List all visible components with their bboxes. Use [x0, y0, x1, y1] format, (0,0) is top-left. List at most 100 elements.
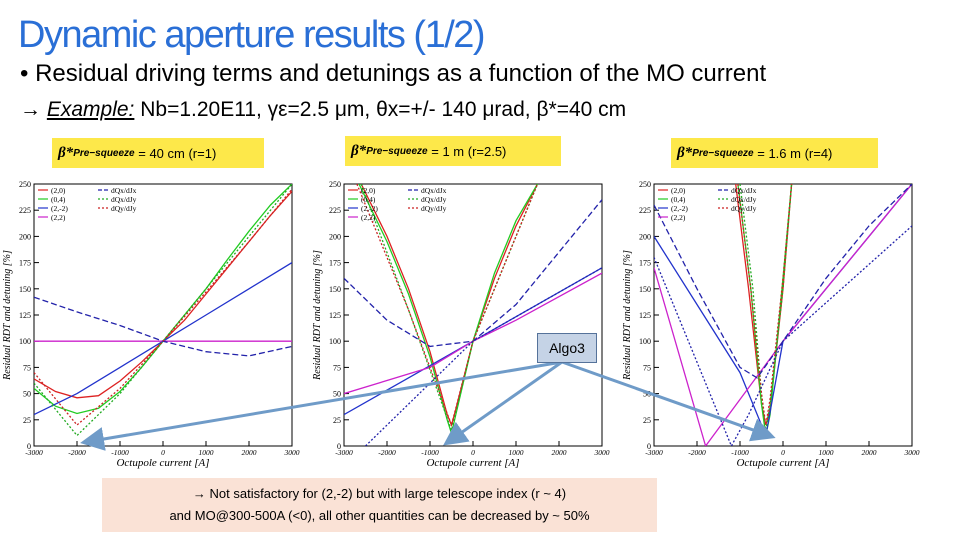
beta-subscript: Pre−squeeze: [692, 147, 754, 159]
beta-box-1: β* Pre−squeeze = 40 cm (r=1): [52, 138, 264, 168]
y-tick-label: 75: [643, 363, 651, 372]
y-tick-label: 50: [23, 390, 31, 399]
x-tick-label: 0: [161, 448, 165, 457]
beta-symbol: β*: [677, 144, 693, 161]
x-tick-label: 3000: [594, 448, 610, 457]
legend-label: (2,0): [51, 186, 66, 195]
series-line-dqy-djy: [356, 184, 539, 428]
chart-panel-2: 0 25 50 75 100 125 150 175 200 225 250 -3000 -2000 -1…: [310, 178, 610, 469]
y-tick-label: 225: [329, 206, 341, 215]
x-tick-label: 1000: [509, 448, 524, 457]
callout-arrow-3: [561, 360, 776, 442]
chart-panel-1: 0 25 50 75 100 125 150 175 200 225 250 -3000 -2000 -1…: [0, 178, 300, 469]
y-tick-label: 200: [329, 232, 341, 241]
y-tick-label: 25: [333, 416, 341, 425]
bullet-text: • Residual driving terms and detunings a…: [20, 60, 767, 87]
x-tick-label: 0: [781, 448, 785, 457]
x-tick-label: 3000: [904, 448, 920, 457]
x-tick-label: 2000: [242, 448, 257, 457]
legend-label: (0,4): [671, 195, 686, 204]
y-tick-label: 250: [639, 180, 651, 189]
y-tick-label: 175: [639, 259, 651, 268]
legend: (2,0)(0,4)(2,-2)(2,2) dQx/dJxdQx/dJydQy/d…: [38, 186, 137, 222]
x-tick-label: -3000: [645, 448, 663, 457]
series-line-dqy-djy: [737, 184, 793, 426]
legend-label: (2,-2): [671, 204, 688, 213]
legend-label: (2,0): [361, 186, 376, 195]
slide-title: Dynamic aperture results (1/2): [18, 14, 486, 56]
x-tick-label: 2000: [552, 448, 567, 457]
y-tick-label: 200: [639, 232, 651, 241]
note-line-2: and MO@300-500A (<0), all other quantiti…: [169, 508, 590, 523]
chart-2-svg: 0 25 50 75 100 125 150 175 200 225 250 -3000 -2000 -1…: [312, 180, 610, 469]
callout-arrow-1: [80, 360, 563, 451]
x-tick-label: -3000: [335, 448, 353, 457]
plot-frame: [343, 183, 603, 447]
x-tick-label: -2000: [68, 448, 86, 457]
x-tick-label: -2000: [378, 448, 396, 457]
beta-subscript: Pre−squeeze: [366, 145, 428, 157]
x-tick-label: -2000: [688, 448, 706, 457]
chart-3-svg: 0 25 50 75 100 125 150 175 200 225 250 -3000 -2000 -1…: [622, 180, 920, 469]
legend-label: dQx/dJy: [731, 195, 757, 204]
y-tick-label: 25: [643, 416, 651, 425]
y-tick-label: 0: [337, 442, 341, 451]
y-tick-label: 50: [643, 390, 651, 399]
x-tick-label: 3000: [284, 448, 300, 457]
y-tick-label: 75: [333, 363, 341, 372]
legend-label: dQx/dJx: [731, 186, 757, 195]
y-tick-label: 150: [19, 285, 31, 294]
y-tick-label: 0: [647, 442, 651, 451]
callout-arrow-2: [443, 360, 563, 446]
legend-label: (2,-2): [51, 204, 68, 213]
series-line-dqy-djy: [34, 188, 292, 426]
x-axis-label: Octupole current [A]: [426, 457, 519, 469]
arrow-icon: →: [20, 98, 47, 121]
y-tick-label: 250: [329, 180, 341, 189]
x-tick-label: 0: [471, 448, 475, 457]
legend: (2,0)(0,4)(2,-2)(2,2) dQx/dJxdQx/dJydQy/d…: [348, 186, 447, 222]
algo3-label: Algo3: [537, 333, 597, 363]
chart-panel-3: 0 25 50 75 100 125 150 175 200 225 250 -3000 -2000 -1…: [620, 178, 920, 469]
series-line-dqx-djy: [739, 184, 793, 431]
y-axis-label: Residual RDT and detuning [%]: [622, 250, 633, 381]
y-tick-label: 150: [639, 285, 651, 294]
series-group: [34, 184, 292, 437]
legend-label: dQx/dJy: [421, 195, 447, 204]
series-line-extra: [365, 267, 602, 446]
y-tick-label: 100: [639, 337, 651, 346]
y-tick-label: 200: [19, 232, 31, 241]
example-parameters: Nb=1.20E11, γε=2.5 μm, θx=+/- 140 μrad, …: [134, 98, 627, 121]
beta-value: = 1.6 m (r=4): [757, 145, 833, 161]
series-line-dqx-djx: [654, 184, 912, 379]
beta-symbol: β*: [351, 142, 367, 159]
plot-frame: [653, 183, 913, 447]
y-tick-label: 125: [329, 311, 341, 320]
y-tick-label: 50: [333, 390, 341, 399]
y-tick-label: 225: [19, 206, 31, 215]
plot-frame: [33, 183, 293, 447]
legend: (2,0)(0,4)(2,-2)(2,2) dQx/dJxdQx/dJydQy/d…: [658, 186, 757, 222]
y-tick-label: 175: [19, 259, 31, 268]
beta-symbol: β*: [58, 144, 74, 161]
legend-label: dQx/dJx: [421, 186, 447, 195]
x-tick-label: 1000: [819, 448, 834, 457]
legend-label: dQy/dJy: [421, 204, 447, 213]
beta-box-3: β* Pre−squeeze = 1.6 m (r=4): [671, 138, 878, 168]
legend-label: (2,0): [671, 186, 686, 195]
series-line--2-2-: [654, 184, 912, 446]
legend-label: dQx/dJy: [111, 195, 137, 204]
legend-label: dQy/dJy: [731, 204, 757, 213]
y-tick-label: 150: [329, 285, 341, 294]
x-tick-label: 2000: [862, 448, 877, 457]
y-tick-label: 0: [27, 442, 31, 451]
legend-label: (2,2): [51, 213, 66, 222]
x-axis-label: Octupole current [A]: [736, 457, 829, 469]
x-tick-label: -1000: [731, 448, 749, 457]
legend-label: dQy/dJy: [111, 204, 137, 213]
legend-label: (0,4): [51, 195, 66, 204]
beta-box-2: β* Pre−squeeze = 1 m (r=2.5): [345, 136, 561, 166]
conclusion-note: → Not satisfactory for (2,-2) but with l…: [102, 478, 657, 532]
example-label: Example:: [46, 98, 135, 121]
